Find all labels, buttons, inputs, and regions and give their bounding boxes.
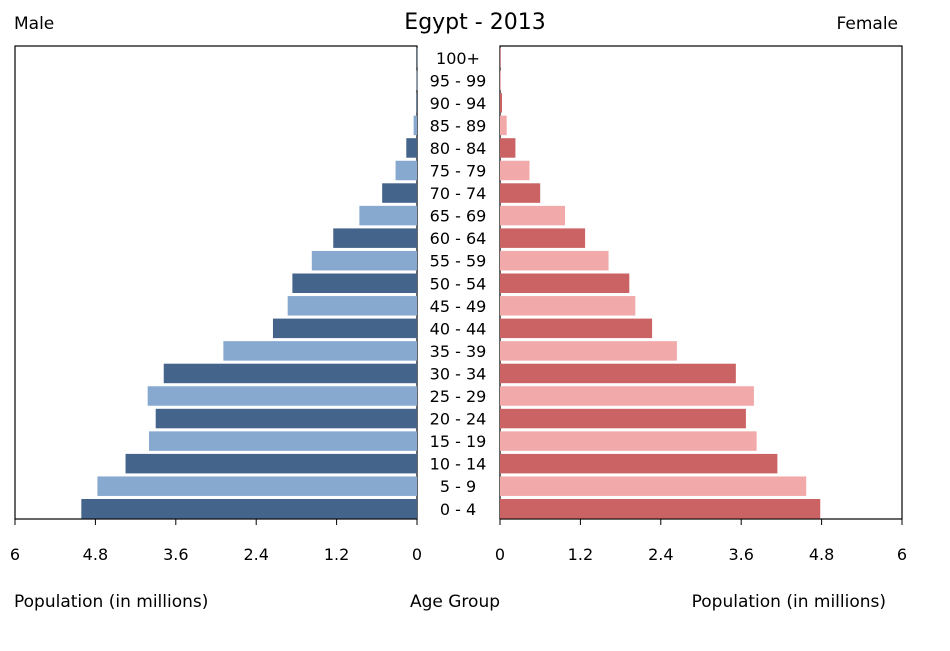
male-bar-70-74	[382, 183, 417, 203]
female-bar-15-19	[500, 431, 757, 451]
age-group-tick-label: 95 - 99	[430, 71, 487, 90]
female-bar-65-69	[500, 205, 565, 226]
age-group-tick-label: 65 - 69	[430, 207, 487, 226]
female-bar-70-74	[500, 183, 541, 203]
female-bar-60-64	[500, 228, 586, 248]
female-bar-50-54	[500, 273, 630, 293]
age-group-tick-label: 60 - 64	[430, 229, 487, 248]
male-bar-45-49	[287, 296, 417, 316]
age-group-tick-label: 35 - 39	[430, 342, 487, 361]
male-bar-65-69	[359, 205, 417, 226]
male-bar-90-94	[416, 93, 417, 113]
age-group-tick-label: 30 - 34	[430, 364, 487, 383]
male-x-axis-label: Population (in millions)	[14, 592, 208, 612]
female-bar-100-	[500, 48, 501, 68]
male-x-tick-label: 3.6	[163, 545, 188, 564]
female-bar-75-79	[500, 160, 530, 181]
female-x-tick-label: 6	[897, 545, 907, 564]
age-group-tick-label: 15 - 19	[430, 432, 487, 451]
age-group-label: Age Group	[410, 592, 500, 612]
female-bar-20-24	[500, 408, 746, 429]
age-group-tick-label: 100+	[436, 49, 480, 68]
age-group-tick-label: 25 - 29	[430, 387, 487, 406]
age-group-tick-label: 55 - 59	[430, 252, 487, 271]
age-group-tick-label: 40 - 44	[430, 319, 487, 338]
female-bar-95-99	[500, 70, 501, 91]
male-bar-15-19	[149, 431, 417, 451]
male-bar-95-99	[416, 70, 418, 91]
male-bar-10-14	[125, 453, 418, 474]
male-x-tick-label: 6	[10, 545, 20, 564]
male-bar-40-44	[272, 318, 417, 339]
female-bar-0-4	[500, 499, 821, 519]
male-bar-55-59	[311, 250, 417, 271]
age-group-tick-label: 45 - 49	[430, 297, 487, 316]
male-x-tick-label: 2.4	[243, 545, 268, 564]
male-bar-35-39	[223, 341, 417, 361]
female-x-tick-label: 1.2	[568, 545, 593, 564]
female-bar-35-39	[500, 341, 677, 361]
female-x-tick-label: 2.4	[648, 545, 673, 564]
male-x-tick-label: 1.2	[324, 545, 349, 564]
male-x-tick-label: 4.8	[83, 545, 108, 564]
age-group-tick-label: 90 - 94	[430, 94, 487, 113]
female-bar-10-14	[500, 453, 778, 474]
male-bar-30-34	[163, 363, 417, 384]
age-group-tick-label: 0 - 4	[440, 500, 476, 519]
age-group-tick-label: 70 - 74	[430, 184, 487, 203]
age-group-tick-label: 10 - 14	[430, 455, 487, 474]
female-x-tick-label: 3.6	[728, 545, 753, 564]
age-group-tick-label: 80 - 84	[430, 139, 487, 158]
female-bar-45-49	[500, 296, 636, 316]
female-bar-25-29	[500, 386, 754, 406]
female-bar-55-59	[500, 250, 609, 271]
female-x-tick-label: 0	[495, 545, 505, 564]
female-bar-30-34	[500, 363, 736, 384]
female-bar-85-89	[500, 115, 507, 136]
age-group-tick-label: 85 - 89	[430, 116, 487, 135]
male-label: Male	[14, 14, 54, 34]
male-bar-100-	[416, 48, 418, 68]
male-bar-75-79	[395, 160, 417, 181]
male-bar-50-54	[292, 273, 417, 293]
female-x-axis-label: Population (in millions)	[692, 592, 886, 612]
age-group-tick-label: 50 - 54	[430, 274, 487, 293]
male-bar-85-89	[413, 115, 417, 136]
male-bar-80-84	[406, 138, 417, 158]
male-bar-5-9	[97, 476, 417, 496]
female-bar-5-9	[500, 476, 807, 496]
female-label: Female	[837, 14, 898, 34]
age-group-tick-label: 20 - 24	[430, 410, 487, 429]
female-bar-90-94	[500, 93, 503, 113]
male-bar-25-29	[147, 386, 417, 406]
male-bar-0-4	[81, 499, 417, 519]
age-group-tick-label: 5 - 9	[440, 477, 476, 496]
age-group-tick-label: 75 - 79	[430, 162, 487, 181]
male-bar-20-24	[155, 408, 417, 429]
female-x-tick-label: 4.8	[809, 545, 834, 564]
female-bar-40-44	[500, 318, 653, 339]
female-bar-80-84	[500, 138, 516, 158]
male-x-tick-label: 0	[412, 545, 422, 564]
chart-title: Egypt - 2013	[404, 10, 545, 35]
male-bar-60-64	[333, 228, 417, 248]
